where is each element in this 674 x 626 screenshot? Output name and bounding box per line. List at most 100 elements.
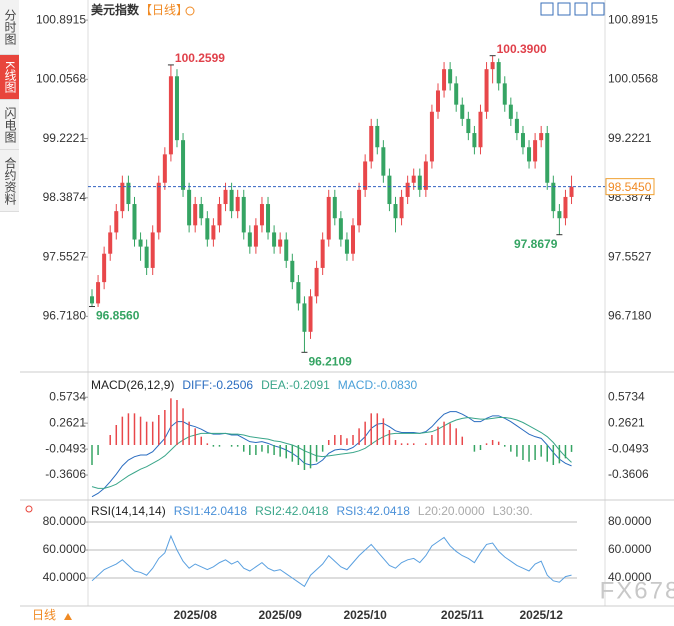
- sidebar-tab[interactable]: 闪电图: [0, 100, 19, 150]
- last-price-box: [605, 178, 655, 196]
- candle-body: [466, 118, 471, 134]
- x-tick-label: 2025/11: [441, 608, 484, 622]
- candle-body: [314, 267, 319, 297]
- y-tick-label: -0.3606: [45, 467, 86, 481]
- candle-body: [132, 204, 137, 240]
- candle-body: [235, 196, 240, 212]
- candle-body: [502, 83, 507, 105]
- annotation: 96.2109: [308, 354, 352, 368]
- y-tick-label: 80.0000: [43, 514, 87, 528]
- candle-body: [187, 189, 192, 226]
- legend-entry: MACD:-0.0830: [338, 378, 418, 392]
- candle-body: [399, 196, 404, 219]
- period-tag[interactable]: 【日线】: [140, 3, 188, 17]
- candle-body: [217, 204, 222, 226]
- chart-icon[interactable]: [574, 2, 588, 16]
- annotation: 100.3900: [497, 42, 547, 56]
- back-icon[interactable]: [591, 2, 605, 16]
- candle-body: [156, 182, 161, 233]
- candle-body: [460, 104, 465, 119]
- y-tick-label: 60.0000: [608, 542, 652, 556]
- candle-body: [308, 296, 313, 332]
- candle-body: [278, 239, 283, 247]
- sidebar-tab[interactable]: 分时图: [0, 0, 19, 55]
- legend-entry: RSI3:42.0418: [337, 504, 411, 518]
- sidebar-tab[interactable]: K线图: [0, 55, 19, 100]
- candle-body: [144, 246, 149, 268]
- candle-body: [533, 140, 538, 162]
- candle-body: [417, 175, 422, 190]
- candle-body: [429, 111, 434, 162]
- candle-body: [520, 133, 525, 148]
- y-tick-label: 99.2221: [43, 131, 87, 145]
- y-tick-label: 97.5527: [608, 249, 652, 263]
- rsi-line: [91, 534, 572, 588]
- y-tick-label: 60.0000: [43, 542, 87, 556]
- candle-body: [369, 125, 374, 162]
- period-selector[interactable]: 日线: [32, 608, 56, 622]
- candle-body: [387, 175, 392, 205]
- legend-entry: RSI2:42.0418: [255, 504, 329, 518]
- annotation: 97.8679: [514, 237, 558, 251]
- candle-body: [496, 62, 501, 84]
- chart-title: 美元指数: [91, 2, 140, 17]
- settings-icon[interactable]: [25, 505, 33, 513]
- candle-body: [357, 189, 362, 226]
- add-icon[interactable]: [185, 6, 195, 16]
- candle-body: [490, 62, 495, 70]
- y-tick-label: 99.2221: [608, 131, 652, 145]
- last-price-label: 98.5450: [608, 180, 652, 194]
- y-tick-label: 0.2621: [608, 415, 645, 429]
- candle-body: [405, 182, 410, 197]
- y-tick-label: 96.7180: [43, 308, 87, 322]
- y-tick-label: 96.7180: [608, 308, 652, 322]
- candle-body: [199, 204, 204, 219]
- candle-body: [448, 69, 453, 84]
- legend-entry: L30:30.: [493, 504, 533, 518]
- candle-body: [96, 282, 101, 304]
- y-tick-label: 40.0000: [608, 570, 652, 584]
- candle-body: [247, 232, 252, 247]
- y-tick-label: 0.5734: [608, 389, 645, 403]
- candle-body: [539, 133, 544, 141]
- dropdown-arrow[interactable]: [64, 613, 72, 620]
- x-tick-label: 2025/12: [519, 608, 563, 622]
- candle-body: [545, 133, 550, 183]
- y-tick-label: -0.0493: [608, 441, 649, 455]
- y-tick-label: 100.0568: [608, 72, 658, 86]
- candle-body: [484, 69, 489, 112]
- watermark: FX678: [600, 577, 674, 604]
- candle-body: [162, 154, 167, 183]
- candle-body: [126, 182, 131, 205]
- candle-body: [442, 69, 447, 91]
- candle-body: [290, 260, 295, 283]
- annotation: 96.8560: [96, 309, 140, 323]
- zoom-in-icon[interactable]: [540, 2, 554, 16]
- candle-body: [332, 196, 337, 219]
- y-tick-label: 40.0000: [43, 570, 87, 584]
- y-tick-label: -0.0493: [45, 441, 86, 455]
- toolbar: [540, 2, 605, 16]
- candle-body: [563, 196, 568, 219]
- legend-entry: L20:20.0000: [418, 504, 485, 518]
- candle-body: [435, 90, 440, 112]
- y-tick-label: 98.3874: [43, 190, 87, 204]
- candle-body: [120, 182, 125, 212]
- candle-body: [266, 204, 271, 233]
- y-tick-label: 100.8915: [608, 12, 658, 26]
- sidebar-tab[interactable]: 合约资料: [0, 150, 19, 212]
- candle-body: [108, 232, 113, 254]
- candle-body: [102, 253, 107, 283]
- candle-body: [241, 196, 246, 233]
- zoom-out-icon[interactable]: [557, 2, 571, 16]
- candle-body: [363, 161, 368, 190]
- candle-body: [138, 239, 143, 247]
- candle-body: [296, 282, 301, 304]
- legend-entry: RSI1:42.0418: [174, 504, 248, 518]
- y-tick-label: 100.0568: [36, 72, 86, 86]
- candle-body: [454, 83, 459, 105]
- candle-body: [326, 196, 331, 240]
- x-tick-label: 2025/10: [343, 608, 387, 622]
- candle-body: [338, 218, 343, 240]
- y-tick-label: 97.5527: [43, 249, 87, 263]
